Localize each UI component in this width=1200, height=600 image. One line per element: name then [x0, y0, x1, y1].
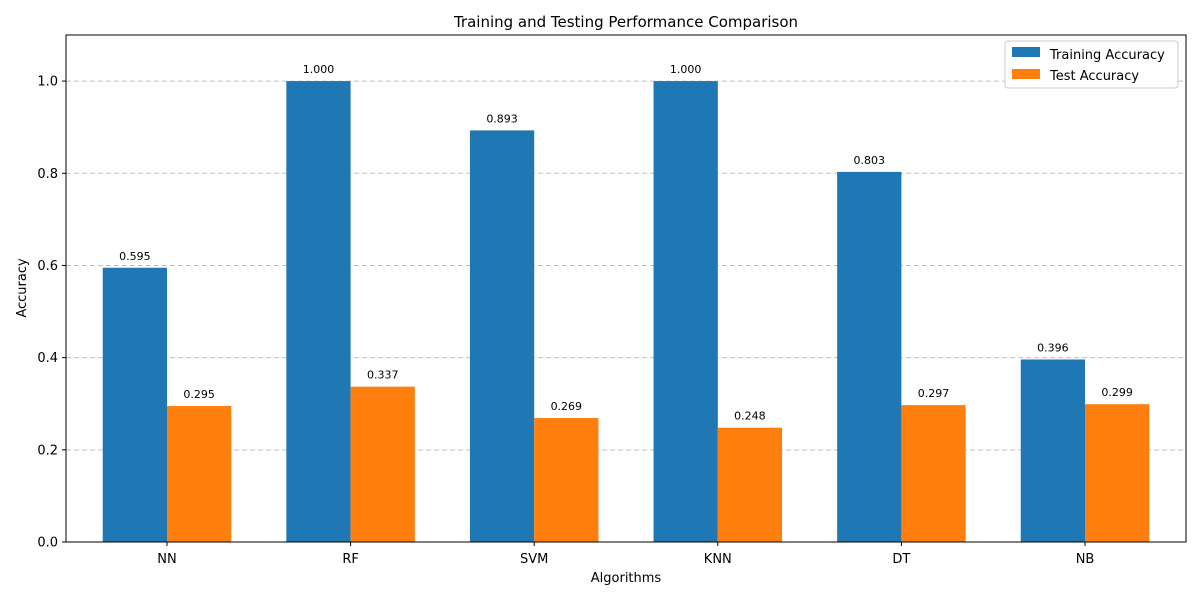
y-tick-label: 0.2	[37, 443, 58, 458]
legend-swatch-test	[1012, 69, 1040, 79]
bar-value-label-training: 0.803	[854, 154, 886, 167]
bar-value-label-test: 0.295	[183, 388, 215, 401]
bar-value-label-test: 0.269	[551, 400, 583, 413]
y-axis: 0.0 0.2 0.4 0.6 0.8 1.0	[37, 75, 66, 551]
bar-value-label-training: 1.000	[670, 63, 702, 76]
bar-training	[837, 171, 902, 542]
y-axis-label: Accuracy	[15, 258, 30, 318]
legend-label-training: Training Accuracy	[1049, 48, 1165, 63]
x-tick-label: RF	[342, 552, 359, 567]
y-tick-label: 0.8	[37, 167, 58, 182]
legend-label-test: Test Accuracy	[1049, 69, 1139, 84]
plot-frame	[65, 34, 1187, 543]
x-tick-label: KNN	[704, 552, 732, 567]
x-axis-label: Algorithms	[591, 571, 662, 586]
bars	[102, 81, 1150, 542]
bar-value-label-training: 0.396	[1037, 341, 1069, 354]
bar-value-label-test: 0.297	[918, 387, 950, 400]
bar-labels: 0.595 1.000 0.893 1.000 0.803 0.396 0.295 0.337…	[119, 63, 1133, 423]
gridlines	[66, 80, 1186, 451]
bar-test	[1085, 404, 1150, 542]
legend: Training Accuracy Test Accuracy	[1004, 40, 1179, 89]
bar-test	[350, 386, 415, 542]
bar-test	[166, 406, 232, 542]
bar-test	[901, 405, 966, 542]
bar-test	[534, 418, 599, 542]
x-tick-label: NN	[157, 552, 176, 567]
x-tick-label: NB	[1076, 552, 1095, 567]
bar-test	[717, 427, 783, 542]
bar-training	[1020, 359, 1086, 542]
y-tick-label: 0.4	[37, 351, 58, 366]
y-tick-label: 0.0	[37, 536, 58, 551]
bar-value-label-test: 0.337	[367, 369, 399, 382]
bar-value-label-training: 0.893	[486, 112, 518, 125]
bar-value-label-training: 0.595	[119, 250, 151, 263]
bar-training	[286, 81, 351, 542]
bar-training	[469, 130, 535, 542]
bar-training	[102, 267, 167, 542]
x-tick-label: DT	[892, 552, 910, 567]
bar-training	[653, 81, 718, 542]
bar-value-label-test: 0.299	[1101, 386, 1133, 399]
chart-title: Training and Testing Performance Compari…	[453, 13, 798, 31]
y-tick-label: 1.0	[37, 75, 58, 90]
legend-swatch-training	[1012, 47, 1040, 57]
y-tick-label: 0.6	[37, 259, 58, 274]
bar-value-label-test: 0.248	[734, 410, 766, 423]
x-axis: NN RF SVM KNN DT NB	[157, 542, 1094, 567]
legend-box	[1004, 40, 1179, 89]
x-tick-label: SVM	[520, 552, 548, 567]
bar-value-label-training: 1.000	[303, 63, 335, 76]
